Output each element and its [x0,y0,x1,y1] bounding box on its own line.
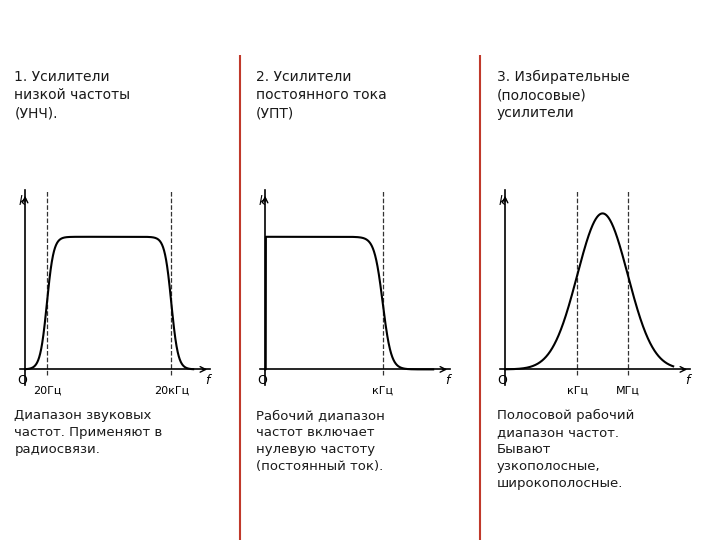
Text: 20кГц: 20кГц [154,386,189,396]
Text: Диапазон звуковых
частот. Применяют в
радиосвязи.: Диапазон звуковых частот. Применяют в ра… [14,409,163,456]
Text: 20Гц: 20Гц [32,386,61,396]
Text: МГц: МГц [616,386,640,396]
Text: Классификация по частному диапазону: Классификация по частному диапазону [53,15,667,40]
Text: 1. Усилители
низкой частоты
(УНЧ).: 1. Усилители низкой частоты (УНЧ). [14,70,130,120]
Text: 3. Избирательные
(полосовые)
усилители: 3. Избирательные (полосовые) усилители [497,70,629,120]
Text: f: f [205,374,210,387]
Text: O: O [497,374,507,387]
Text: Полосовой рабочий
диапазон частот.
Бывают
узкополосные,
широкополосные.: Полосовой рабочий диапазон частот. Бываю… [497,409,634,490]
Text: k: k [498,195,505,208]
Text: Рабочий диапазон
частот включает
нулевую частоту
(постоянный ток).: Рабочий диапазон частот включает нулевую… [256,409,384,473]
Text: кГц: кГц [567,386,588,396]
Text: f: f [445,374,450,387]
Text: f: f [685,374,690,387]
Text: k: k [258,195,266,208]
Text: кГц: кГц [372,386,393,396]
Text: k: k [19,195,26,208]
Text: 2. Усилители
постоянного тока
(УПТ): 2. Усилители постоянного тока (УПТ) [256,70,387,120]
Text: O: O [257,374,267,387]
Text: O: O [17,374,27,387]
